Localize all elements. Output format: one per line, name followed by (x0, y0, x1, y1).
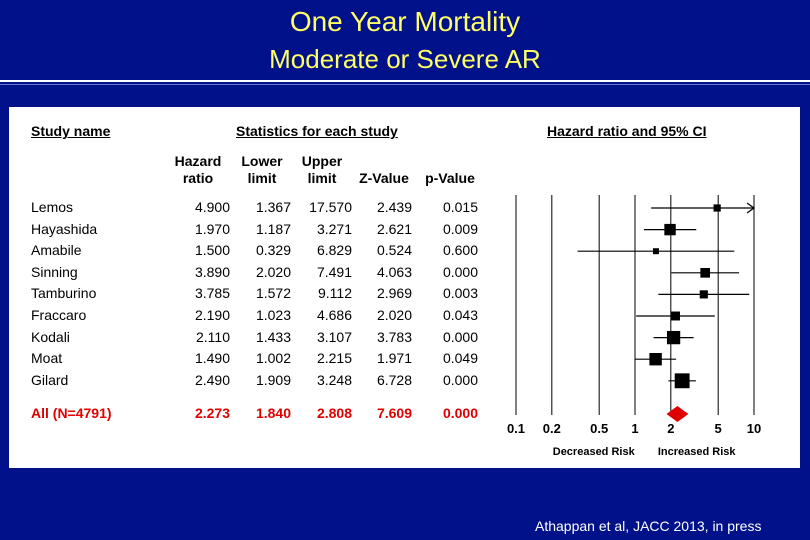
row-gilard-study: Gilard (31, 371, 69, 388)
row-fraccaro-hr: 2.190 (194, 307, 230, 323)
row-hayashida-z: 2.621 (376, 220, 412, 237)
row-moat-z: 1.971 (376, 350, 412, 367)
row-gilard-lower: 1.909 (255, 371, 291, 388)
row-sinning-upper: 7.491 (316, 263, 352, 280)
row-amabile-study: Amabile (31, 242, 82, 259)
tick-label-5: 5 (715, 421, 722, 436)
row-sinning-study: Sinning (31, 263, 78, 280)
forest-plot-panel: Study name Statistics for each study Haz… (9, 107, 800, 468)
row-hayashida-upper: 3.271 (316, 220, 352, 237)
row-lemos-upper: 17.570 (309, 199, 352, 215)
row-fraccaro-z: 2.020 (376, 307, 412, 323)
row-lemos-p: 0.015 (442, 199, 478, 215)
tick-label-0.5: 0.5 (590, 421, 608, 436)
title-divider (0, 80, 810, 82)
row-summary-upper: 2.808 (316, 405, 352, 421)
row-kodali-upper: 3.107 (316, 328, 352, 345)
column-header-hazard-ratio: Hazard ratio (174, 153, 222, 186)
point-estimate-fraccaro (671, 311, 680, 321)
row-tamburino-upper: 9.112 (318, 285, 352, 302)
row-kodali-z: 3.783 (376, 328, 412, 345)
row-lemos-z: 2.439 (376, 199, 412, 215)
row-sinning-lower: 2.020 (255, 263, 291, 280)
row-lemos-lower: 1.367 (255, 199, 291, 215)
row-fraccaro-upper: 4.686 (316, 307, 352, 323)
row-kodali-study: Kodali (31, 328, 70, 345)
point-estimate-amabile (652, 248, 659, 255)
row-kodali-p: 0.000 (442, 328, 478, 345)
summary-diamond (666, 406, 689, 422)
row-fraccaro-lower: 1.023 (255, 307, 291, 323)
point-estimate-lemos (713, 204, 721, 212)
row-amabile-lower: 0.329 (255, 242, 291, 259)
row-amabile-z: 0.524 (376, 242, 412, 259)
tick-label-1: 1 (631, 421, 638, 436)
row-summary-study: All (N=4791) (31, 405, 112, 421)
row-kodali-lower: 1.433 (255, 328, 291, 345)
slide-title: One Year Mortality (289, 6, 521, 37)
point-estimate-kodali (666, 330, 681, 345)
column-header-upper-limit: Upper limit (301, 153, 343, 186)
row-sinning-hr: 3.890 (194, 263, 230, 280)
row-moat-lower: 1.002 (255, 350, 291, 367)
forest-plot: 0.1 0.2 0.5 1 2 5 10 Decreased Risk Increased Ri… (507, 195, 761, 458)
row-tamburino-study: Tamburino (31, 285, 97, 302)
row-lemos-hr: 4.900 (194, 199, 230, 215)
row-tamburino-hr: 3.785 (194, 285, 230, 302)
point-estimate-gilard (674, 373, 690, 389)
tick-label-10: 10 (747, 421, 761, 436)
row-moat-hr: 1.490 (194, 350, 230, 367)
row-gilard-hr: 2.490 (194, 371, 230, 388)
row-tamburino-lower: 1.572 (255, 285, 291, 302)
row-moat-study: Moat (31, 350, 63, 367)
row-tamburino-z: 2.969 (376, 285, 412, 302)
row-summary-lower: 1.840 (255, 405, 291, 421)
ci-arrow-lemos (746, 202, 756, 214)
column-header-lower-limit: Lower limit (241, 153, 283, 186)
point-estimate-hayashida (664, 223, 676, 236)
column-header-p-value: p-Value (425, 170, 475, 186)
row-sinning-p: 0.000 (442, 263, 478, 280)
row-kodali-hr: 2.110 (196, 328, 230, 345)
row-moat-upper: 2.215 (316, 350, 352, 367)
tick-label-0.2: 0.2 (543, 421, 561, 436)
row-fraccaro-p: 0.043 (442, 307, 478, 323)
decreased-risk-label: Decreased Risk (553, 446, 636, 458)
slide-subtitle: Moderate or Severe AR (269, 44, 541, 74)
row-hayashida-p: 0.009 (442, 220, 478, 237)
row-moat-p: 0.049 (442, 350, 478, 367)
tick-label-0.1: 0.1 (507, 421, 525, 436)
row-summary-z: 7.609 (376, 405, 412, 421)
row-amabile-p: 0.600 (442, 242, 478, 259)
row-gilard-upper: 3.248 (316, 371, 352, 388)
row-gilard-z: 6.728 (376, 371, 412, 388)
citation: Athappan et al, JACC 2013, in press (535, 518, 762, 534)
row-tamburino-p: 0.003 (442, 285, 478, 302)
point-estimate-sinning (700, 267, 711, 278)
row-hayashida-lower: 1.187 (255, 220, 291, 237)
row-summary-p: 0.000 (442, 405, 478, 421)
column-header-z-value: Z-Value (359, 170, 409, 186)
point-estimate-moat (649, 353, 662, 366)
row-amabile-upper: 6.829 (316, 242, 352, 259)
row-amabile-hr: 1.500 (194, 242, 230, 259)
row-summary-hr: 2.273 (194, 405, 230, 421)
point-estimate-tamburino (699, 290, 708, 299)
study-name-header: Study name (31, 123, 111, 139)
row-sinning-z: 4.063 (376, 263, 412, 280)
row-gilard-p: 0.000 (442, 371, 478, 388)
row-hayashida-study: Hayashida (31, 220, 98, 237)
row-hayashida-hr: 1.970 (194, 220, 230, 237)
hazard-ratio-ci-header: Hazard ratio and 95% CI (547, 123, 707, 139)
row-lemos-study: Lemos (31, 199, 74, 215)
statistics-header: Statistics for each study (236, 123, 398, 139)
row-fraccaro-study: Fraccaro (31, 307, 87, 323)
title-divider-shadow (0, 84, 810, 85)
tick-label-2: 2 (667, 421, 674, 436)
increased-risk-label: Increased Risk (658, 446, 737, 458)
